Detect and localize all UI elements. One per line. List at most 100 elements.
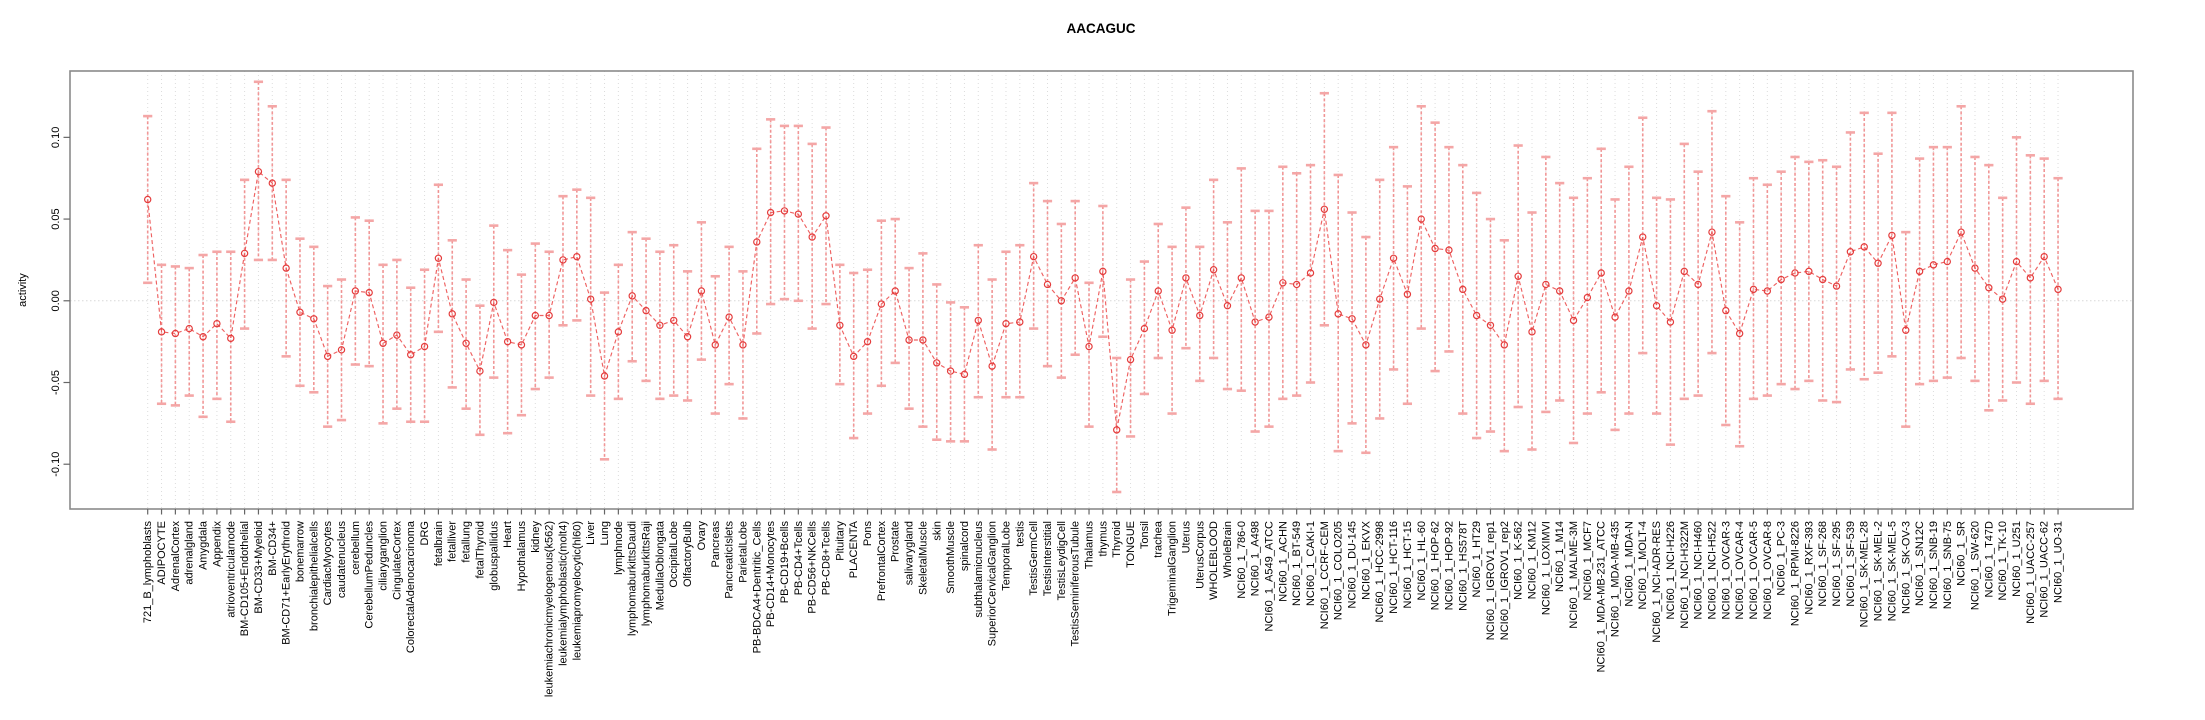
category-tick-label: leukemiapromyelocytic(hl60)	[571, 521, 583, 660]
data-point	[407, 351, 415, 359]
category-tick-label: bronchialepithelialcells	[308, 521, 320, 632]
data-point	[393, 331, 401, 339]
category-tick-label: BM-CD33+Myeloid	[253, 521, 265, 614]
data-point	[1915, 267, 1924, 276]
data-point	[1196, 311, 1204, 320]
category-tick-label: WholeBrain	[1222, 521, 1234, 578]
category-tick-label: Ovary	[696, 521, 708, 551]
category-tick-label: BM-CD105+Endothelial	[239, 521, 251, 636]
category-tick-label: NCI60_1_NCI-H322M	[1679, 521, 1691, 629]
category-tick-label: fetalThyroid	[474, 521, 486, 578]
y-axis-tick-label: 0.05	[50, 208, 62, 229]
category-tick-label: atrioventricularnode	[225, 521, 237, 618]
data-point	[1998, 295, 2007, 303]
data-point	[1099, 267, 1107, 276]
category-tick-label: NCI60_1_HCT-116	[1388, 521, 1400, 614]
category-tick-label: lymphnode	[613, 521, 625, 575]
data-point	[351, 287, 360, 295]
category-tick-label: SmoothMuscle	[945, 521, 957, 594]
data-point	[1016, 318, 1024, 326]
category-tick-label: NCI60_1_SW-620	[1969, 521, 1981, 610]
data-point	[1209, 266, 1218, 274]
data-point	[1389, 254, 1398, 262]
data-point	[1431, 244, 1439, 253]
data-point	[1306, 269, 1315, 277]
category-tick-label: NCI60_1_ACHN	[1277, 521, 1289, 602]
category-tick-label: MedullaOblongata	[654, 520, 666, 610]
category-tick-label: salivarygland	[904, 521, 916, 585]
data-point	[1694, 280, 1702, 289]
category-tick-label: PLACENTA	[848, 520, 860, 578]
data-point	[739, 341, 747, 349]
category-tick-label: ciliaryganglion	[378, 521, 390, 591]
data-point	[1362, 341, 1370, 349]
category-tick-label: NCI60_1_M14	[1554, 521, 1566, 592]
category-tick-label: NCI60_1_RPMI-8226	[1790, 521, 1802, 626]
category-tick-label: Amygdala	[198, 520, 210, 570]
category-tick-label: subthalamicnucleus	[973, 521, 985, 618]
category-tick-label: PancreaticIslets	[724, 521, 736, 599]
data-point	[573, 252, 581, 261]
category-tick-label: SkeletalMuscle	[917, 521, 929, 595]
data-point	[1085, 342, 1093, 351]
category-tick-label: NCI60_1_SF-295	[1831, 521, 1843, 607]
category-tick-label: NCI60_1_SK-MEL-28	[1859, 521, 1871, 627]
category-tick-label: NCI60_1_SNB-19	[1928, 521, 1940, 609]
data-point	[1583, 293, 1592, 302]
data-point	[1735, 329, 1744, 338]
category-tick-label: NCI60_1_NCI-H460	[1693, 521, 1705, 619]
data-point	[2012, 257, 2021, 266]
data-point	[185, 324, 193, 333]
category-tick-label: OccipitalLobe	[668, 521, 680, 588]
category-tick-label: Pons	[862, 521, 874, 547]
category-tick-label: Uterus	[1180, 521, 1192, 554]
data-point	[1334, 310, 1342, 318]
category-tick-label: TestisSeminiferousTubule	[1070, 521, 1082, 647]
category-tick-label: NCI60_1_HOP-62	[1430, 521, 1442, 610]
data-point	[1140, 324, 1149, 333]
category-tick-label: Lung	[599, 521, 611, 545]
category-tick-label: ColorectalAdenocarcinoma	[405, 520, 417, 653]
category-tick-label: SuperiorCervicalGanglion	[987, 521, 999, 646]
data-point	[683, 333, 692, 341]
category-tick-label: NCI60_1_MCF7	[1582, 521, 1594, 600]
data-point	[1029, 252, 1038, 261]
data-point	[1846, 248, 1855, 256]
data-point	[1182, 274, 1190, 282]
data-point	[1597, 269, 1605, 277]
data-point	[476, 367, 484, 375]
data-point	[1819, 275, 1827, 284]
data-point	[1832, 282, 1841, 290]
category-tick-label: fetalbrain	[433, 521, 445, 566]
category-tick-label: lymphomaburkittsDaudi	[627, 521, 639, 636]
category-tick-label: TemporalLobe	[1000, 521, 1012, 591]
category-tick-label: Hypothalamus	[516, 521, 528, 592]
data-point	[2054, 285, 2062, 294]
data-point	[1472, 311, 1481, 320]
data-point	[545, 311, 553, 320]
data-point	[490, 298, 498, 307]
category-tick-label: NCI60_1_DU-145	[1347, 521, 1359, 608]
data-point	[1126, 355, 1135, 364]
category-tick-label: NCI60_1_SF-268	[1817, 521, 1829, 607]
data-point	[240, 249, 249, 258]
series-line	[147, 170, 2059, 431]
data-point	[1763, 287, 1772, 295]
data-point	[628, 292, 636, 300]
category-tick-label: CerebellumPeduncles	[364, 521, 376, 629]
data-point	[1403, 290, 1412, 298]
category-tick-label: NCI60_1_HCT-15	[1402, 521, 1414, 608]
data-point	[766, 208, 775, 217]
data-point	[1043, 280, 1052, 289]
category-tick-label: NCI60_1_SK-OV-3	[1900, 521, 1912, 614]
data-point	[1860, 243, 1868, 251]
data-point	[656, 321, 664, 330]
y-axis-title: activity	[17, 273, 29, 307]
data-point	[1528, 328, 1536, 336]
data-point	[1985, 284, 1993, 292]
category-tick-label: NCI60_1_OVCAR-4	[1734, 521, 1746, 619]
data-point	[143, 195, 152, 204]
data-point	[933, 359, 941, 367]
